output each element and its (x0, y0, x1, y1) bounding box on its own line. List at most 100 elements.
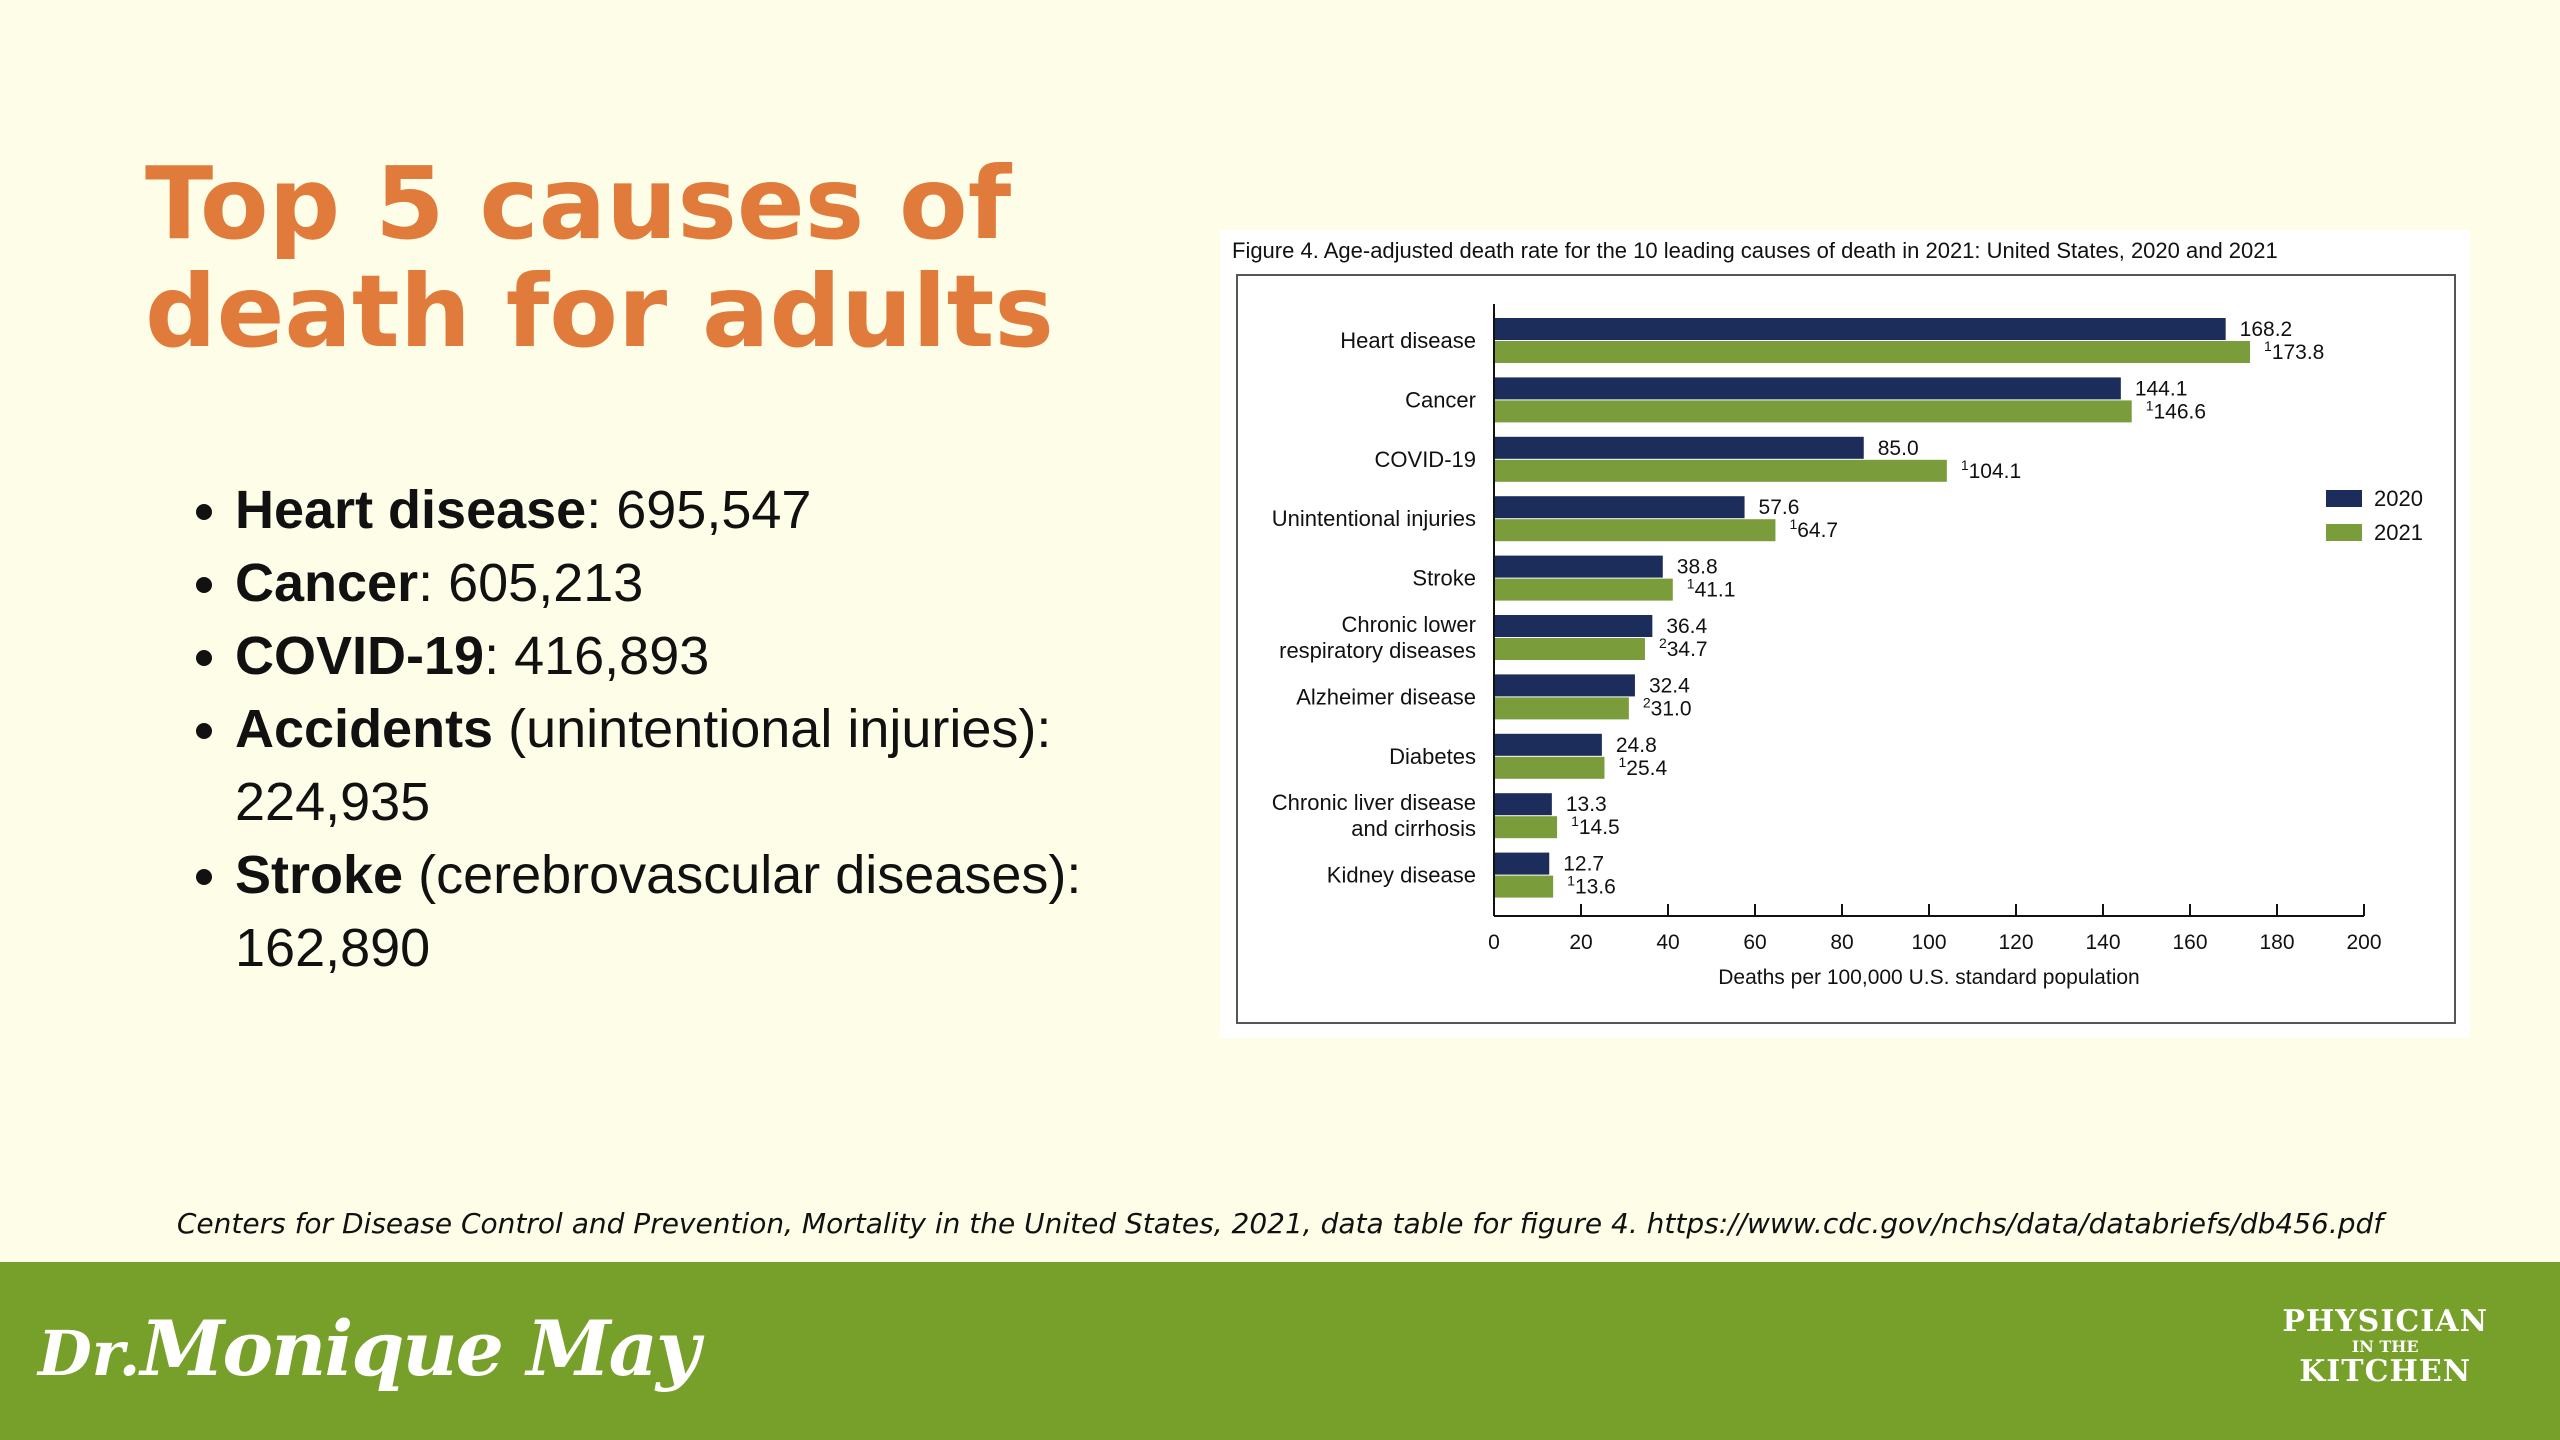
list-item: Stroke (cerebrovascular diseases): 162,8… (235, 839, 1235, 985)
data-label-2021-9: 113.6 (1567, 873, 1616, 899)
bar-2020-9 (1494, 852, 1550, 875)
category-label: Alzheimer disease (1296, 684, 1476, 709)
data-label-2020-4: 38.8 (1677, 556, 1718, 579)
cause-count: : 695,547 (586, 480, 812, 540)
legend-swatch-2020 (2326, 490, 2362, 507)
causes-list: Heart disease: 695,547 Cancer: 605,213 C… (180, 474, 1235, 985)
cause-name: Accidents (235, 699, 494, 759)
x-tick-label: 80 (1830, 931, 1853, 954)
x-tick-label: 20 (1569, 931, 1592, 954)
bar-2020-4 (1494, 555, 1663, 578)
data-label-2020-7: 24.8 (1616, 734, 1657, 757)
brand-prefix: Dr. (38, 1317, 141, 1390)
category-label: Heart disease (1340, 328, 1476, 353)
cause-name: Cancer (235, 553, 419, 613)
source-citation: Centers for Disease Control and Preventi… (176, 1207, 2384, 1240)
bar-2021-2 (1494, 459, 1947, 482)
cause-name: Stroke (235, 845, 404, 905)
category-label: Chronic liver disease (1272, 790, 1476, 815)
category-label: Unintentional injuries (1272, 506, 1476, 531)
data-label-2021-5: 234.7 (1659, 635, 1708, 661)
bar-2020-1 (1494, 377, 2121, 400)
cause-count: : 416,893 (484, 626, 710, 686)
bar-2021-3 (1494, 519, 1776, 542)
list-item: COVID-19: 416,893 (235, 620, 1235, 693)
bar-2021-4 (1494, 578, 1673, 601)
data-label-2020-6: 32.4 (1649, 674, 1690, 697)
data-label-2021-6: 231.0 (1643, 694, 1692, 720)
slide-title: Top 5 causes of death for adults (145, 150, 1105, 366)
x-tick-label: 40 (1656, 931, 1679, 954)
data-label-2021-0: 1173.8 (2264, 338, 2324, 364)
bar-2021-0 (1494, 341, 2251, 363)
bar-2020-7 (1494, 733, 1602, 756)
cause-name: COVID-19 (235, 626, 485, 686)
bar-2021-7 (1494, 756, 1605, 779)
data-label-2020-2: 85.0 (1878, 437, 1919, 460)
x-tick-label: 200 (2346, 931, 2381, 954)
brand-line-1: PHYSICIAN (2282, 1304, 2488, 1339)
category-label: Stroke (1412, 566, 1476, 591)
cause-count: (cerebrovascular diseases): 162,890 (235, 845, 1082, 978)
data-label-2020-9: 12.7 (1563, 853, 1604, 876)
brand-logo-dr-monique-may: Dr.Monique May (38, 1304, 700, 1393)
bar-2021-9 (1494, 875, 1554, 898)
list-item: Cancer: 605,213 (235, 547, 1235, 620)
x-axis-label: Deaths per 100,000 U.S. standard populat… (1718, 966, 2139, 989)
data-label-2021-7: 125.4 (1618, 754, 1667, 780)
data-label-2020-0: 168.2 (2240, 318, 2293, 341)
cause-name: Heart disease (235, 480, 587, 540)
x-tick-label: 100 (1911, 931, 1946, 954)
bar-2020-2 (1494, 436, 1864, 459)
chart-frame: 168.2 1173.8 Heart disease 144.1 1146.6 Cance… (1236, 274, 2456, 1024)
chart-title: Figure 4. Age-adjusted death rate for th… (1232, 238, 2278, 263)
x-tick-label: 120 (1998, 931, 2033, 954)
slide-title-line-2: death for adults (145, 253, 1054, 370)
data-label-2021-1: 1146.6 (2146, 397, 2206, 423)
cause-count: : 605,213 (418, 553, 644, 613)
list-item: Accidents (unintentional injuries): 224,… (235, 693, 1235, 839)
data-label-2021-8: 114.5 (1571, 813, 1620, 839)
bar-2020-3 (1494, 496, 1745, 519)
bar-2020-8 (1494, 793, 1552, 816)
legend-swatch-2021 (2326, 524, 2362, 541)
category-label: respiratory diseases (1279, 638, 1476, 663)
slide-title-line-1: Top 5 causes of (145, 145, 1012, 262)
legend-label-2020: 2020 (2374, 486, 2423, 511)
data-label-2020-5: 36.4 (1666, 615, 1707, 638)
category-label: Cancer (1405, 387, 1476, 412)
category-label: Diabetes (1389, 744, 1476, 769)
brand-line-2: IN THE (2351, 1337, 2419, 1356)
bar-2021-6 (1494, 697, 1629, 720)
legend-label-2021: 2021 (2374, 520, 2423, 545)
bar-2020-5 (1494, 615, 1653, 637)
category-label: COVID-19 (1375, 447, 1476, 472)
x-tick-label: 60 (1743, 931, 1766, 954)
data-label-2021-4: 141.1 (1687, 576, 1736, 602)
x-tick-label: 180 (2259, 931, 2294, 954)
bar-2020-6 (1494, 674, 1635, 697)
bar-2021-1 (1494, 400, 2132, 423)
brand-logo-physician-in-the-kitchen: PHYSICIAN IN THE KITCHEN (2282, 1307, 2488, 1387)
list-item: Heart disease: 695,547 (235, 474, 1235, 547)
x-tick-label: 160 (2172, 931, 2207, 954)
x-tick-label: 140 (2085, 931, 2120, 954)
figure-card: Figure 4. Age-adjusted death rate for th… (1220, 230, 2470, 1038)
category-label: and cirrhosis (1351, 816, 1476, 841)
data-label-2020-1: 144.1 (2135, 377, 2188, 400)
brand-line-3: KITCHEN (2299, 1354, 2472, 1389)
bar-2020-0 (1494, 318, 2226, 340)
bar-2021-5 (1494, 638, 1645, 660)
category-label: Chronic lower (1342, 612, 1477, 637)
x-tick-label: 0 (1488, 931, 1500, 954)
data-label-2021-2: 1104.1 (1961, 457, 2021, 483)
brand-name: Monique May (140, 1304, 700, 1393)
bar-2021-8 (1494, 816, 1558, 839)
data-label-2021-3: 164.7 (1789, 516, 1838, 542)
data-label-2020-3: 57.6 (1759, 496, 1800, 519)
data-label-2020-8: 13.3 (1566, 793, 1607, 816)
category-label: Kidney disease (1327, 863, 1476, 888)
footer-bar: Dr.Monique May PHYSICIAN IN THE KITCHEN (0, 1262, 2560, 1440)
cause-count: (unintentional injuries): 224,935 (235, 699, 1052, 832)
